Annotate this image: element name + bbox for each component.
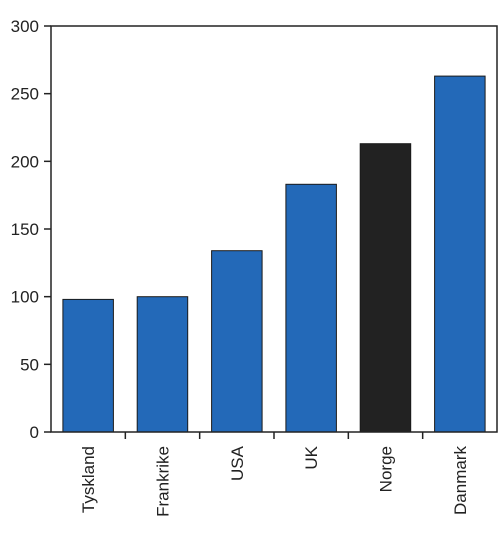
x-label-usa: USA	[228, 445, 247, 481]
plot-frame	[50, 25, 498, 433]
bar-uk	[285, 183, 337, 433]
x-axis-ticks	[124, 432, 424, 439]
y-tick-label-50: 50	[20, 355, 39, 374]
x-label-danmark: Danmark	[451, 446, 470, 515]
x-label-norge: Norge	[377, 446, 396, 492]
bar-tyskland	[62, 298, 114, 433]
y-tick-label-0: 0	[30, 423, 39, 442]
bar-norge	[359, 143, 412, 433]
bar-frankrike	[136, 296, 189, 433]
y-tick-label-300: 300	[11, 17, 39, 36]
y-tick-label-250: 250	[11, 85, 39, 104]
y-axis-ticks	[44, 25, 51, 433]
x-label-frankrike: Frankrike	[154, 446, 173, 517]
y-tick-label-150: 150	[11, 220, 39, 239]
y-axis-tick-labels: 0 50 100 150 200 250 300	[11, 17, 39, 442]
y-tick-label-200: 200	[11, 152, 39, 171]
x-label-uk: UK	[302, 445, 321, 469]
x-axis-category-labels: Tyskland Frankrike USA UK Norge Danmark	[79, 445, 470, 517]
bars-group	[62, 75, 486, 433]
x-label-tyskland: Tyskland	[79, 446, 98, 513]
bar-usa	[211, 250, 263, 433]
y-tick-label-100: 100	[11, 288, 39, 307]
bar-danmark	[434, 75, 486, 433]
